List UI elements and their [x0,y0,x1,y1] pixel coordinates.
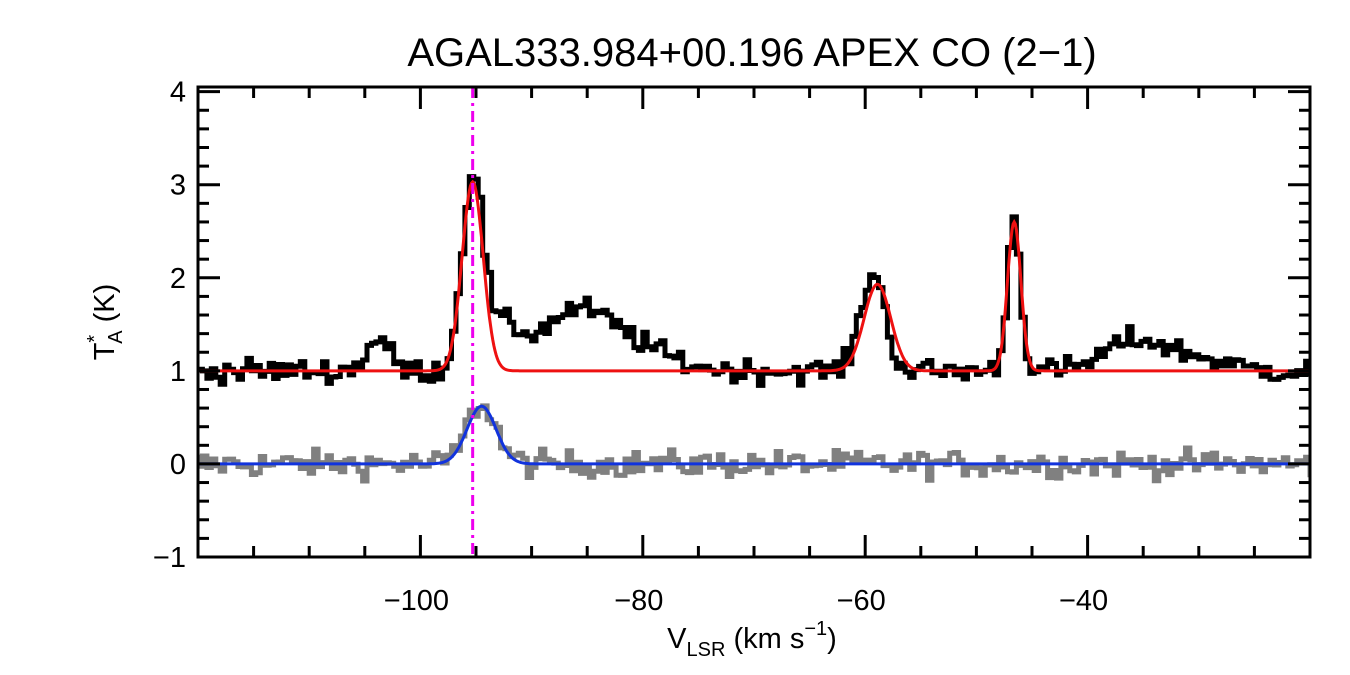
y-axis: −1 0 1 2 3 4 [153,77,1310,574]
spectrum-series-2 [198,403,1310,484]
series-layer [198,174,1310,484]
spectrum-series-0 [198,174,1310,388]
x-tick-label: −40 [1059,585,1108,617]
y-axis-label-main: T [89,342,121,360]
y-tick-label: 3 [170,170,186,202]
y-tick-label: −1 [153,542,186,574]
x-tick-label: −80 [614,585,663,617]
y-axis-label-sup: * [84,335,106,343]
plot-area [198,87,1310,557]
fit-series-1 [198,179,1310,373]
x-tick-label: −60 [837,585,886,617]
plot-frame [196,85,1312,559]
x-axis-label: VLSR (km s−1) [667,618,837,661]
x-axis-label-rest: (km s [725,623,804,655]
x-axis: −100 −80 −60 −40 [252,87,1256,617]
x-axis-label-sub: LSR [687,639,726,661]
y-tick-label: 1 [170,356,186,388]
x-axis-label-sup: −1 [804,618,827,640]
y-axis-label-rest: (K) [89,284,121,331]
x-axis-label-end: ) [827,623,837,655]
x-tick-label: −100 [384,585,449,617]
x-axis-label-main: V [667,623,687,655]
chart-title: AGAL333.984+00.196 APEX CO (2−1) [407,31,1096,75]
y-tick-label: 0 [170,449,186,481]
y-axis-label-sub: A [105,330,127,344]
y-tick-label: 2 [170,263,186,295]
y-tick-label: 4 [170,77,186,109]
y-axis-label: T*A (K) [84,284,127,361]
fit-series-3 [198,404,1310,466]
